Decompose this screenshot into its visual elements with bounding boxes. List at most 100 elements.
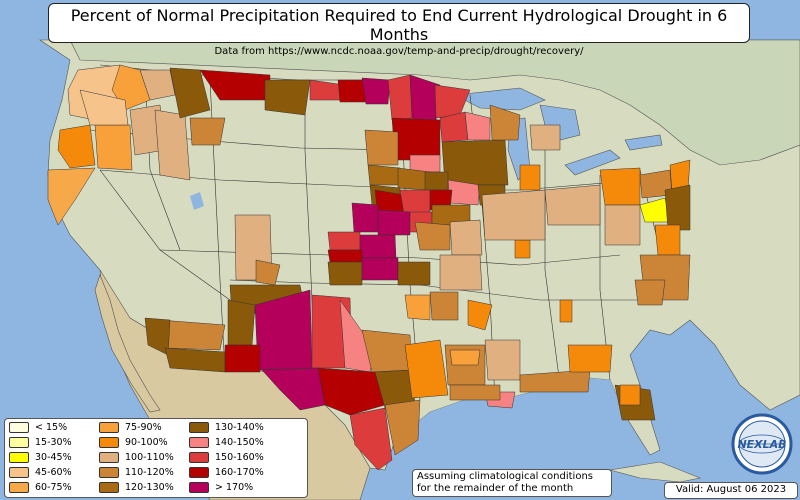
region-mn-1 [387,74,413,121]
legend-swatch [189,437,209,448]
region-ks-6 [359,234,397,259]
logo-text: NEXLAB [737,438,786,451]
legend-label: 130-140% [215,422,264,433]
legend-swatch [9,482,29,493]
legend-item: 15-30% [9,437,72,449]
legend-item: 110-120% [99,467,174,479]
legend-item: 140-150% [189,437,264,449]
legend-swatch [189,422,209,433]
legend-item: 120-130% [99,482,174,494]
legend-swatch [189,467,209,478]
region-tx-9 [404,339,449,399]
region-tx-7 [349,407,393,471]
region-tx-4 [317,367,386,416]
baja-california [94,274,161,413]
region-oh-1 [544,184,601,226]
region-wi-3 [441,139,509,186]
assumption-line-2: for the remainder of the month [417,483,574,494]
drought-regions [47,64,691,471]
region-mn-4 [391,117,441,161]
region-ks-7 [327,249,363,263]
region-tn-1 [439,254,483,291]
cuba [609,461,702,483]
region-az-4 [164,347,226,373]
great-lakes [453,87,663,181]
legend-item: 130-140% [189,422,264,434]
region-ga-2 [559,299,573,323]
legend-item: 45-60% [9,467,72,479]
region-ok-2 [361,257,399,281]
legend-label: < 15% [35,422,68,433]
region-or-4 [79,89,129,126]
region-sd-2 [367,164,401,186]
region-pnw-2 [111,64,151,111]
legend-label: 75-90% [125,422,162,433]
region-ms-2 [467,299,493,331]
legend-label: 110-120% [125,467,174,478]
region-la-4 [449,384,501,401]
region-ms-1 [484,339,521,381]
region-id-1 [154,109,191,181]
region-ky-1 [514,239,531,259]
legend-swatch [189,482,209,493]
region-ks-5 [327,231,361,251]
region-pa-1 [599,167,641,206]
region-ar-2 [429,291,459,321]
valid-date: Valid: August 06 2023 [664,482,798,499]
region-de [664,184,691,231]
gulf-of-mexico [395,378,628,490]
region-nd-3 [361,77,391,105]
region-ar-1 [404,294,431,321]
legend-label: 160-170% [215,467,264,478]
nexlab-logo: NEXLAB [731,413,793,475]
legend-label: 60-75% [35,482,72,493]
region-mo-1 [414,221,451,251]
assumption-line-1: Assuming climatological conditions [417,471,593,482]
legend-label: 150-160% [215,452,264,463]
region-or-1 [57,124,96,169]
legend-swatch [99,482,119,493]
region-ia-3 [424,171,449,191]
legend-item: 60-75% [9,482,72,494]
legend-item: 75-90% [99,422,162,434]
legend-item: 150-160% [189,452,264,464]
region-fl-2 [619,384,641,406]
legend-label: 90-100% [125,437,168,448]
legend-swatch [99,467,119,478]
region-or-2 [94,124,133,171]
legend-item: < 15% [9,422,67,434]
legend: < 15% 15-30% 30-45% 45-60% 60-75% 75-90% 90-10… [4,418,308,498]
region-sc-1 [634,279,666,306]
region-ok-3 [397,261,431,286]
region-ks-1 [351,202,379,233]
region-mt-4 [264,79,311,116]
region-tx-8 [384,399,421,456]
legend-label: 15-30% [35,437,72,448]
canada [69,39,800,166]
legend-swatch [99,422,119,433]
region-mt-2 [189,117,226,146]
legend-label: 140-150% [215,437,264,448]
legend-label: 120-130% [125,482,174,493]
region-az-5 [227,299,256,346]
legend-label: 100-110% [125,452,174,463]
region-al-1 [519,369,591,393]
map-subtitle: Data from https://www.ncdc.noaa.gov/temp… [214,46,584,57]
region-la-2 [449,349,481,366]
region-ks-2 [377,209,411,236]
region-ia-1 [409,154,441,173]
region-mi-2 [529,124,561,151]
region-wi-2 [464,111,491,141]
region-nm-2 [224,344,261,373]
region-ca-coast [47,167,96,226]
region-pa-2 [604,204,641,246]
legend-item: 90-100% [99,437,168,449]
great-salt-lake [190,192,204,210]
region-ga-1 [567,344,613,373]
legend-item: 100-110% [99,452,174,464]
legend-swatch [9,422,29,433]
legend-swatch [189,452,209,463]
region-ok-1 [327,261,363,286]
region-sd-1 [364,129,399,166]
